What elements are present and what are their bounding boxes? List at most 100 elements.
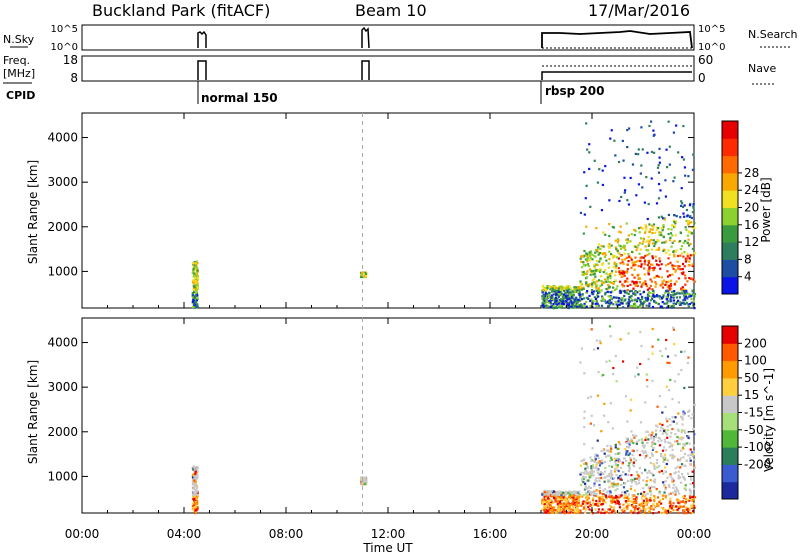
velocity-data-point: [612, 506, 616, 509]
power-data-point: [639, 300, 642, 303]
power-data-point: [670, 306, 673, 309]
velocity-data-point: [665, 338, 668, 342]
power-data-point: [589, 304, 592, 308]
velocity-data-layer: [191, 325, 697, 515]
power-data-point: [593, 254, 596, 257]
velocity-data-point: [630, 485, 633, 488]
power-data-point: [590, 291, 594, 294]
velocity-data-point: [612, 483, 616, 486]
power-data-point: [655, 226, 659, 229]
velocity-data-point: [630, 439, 634, 442]
velocity-data-point: [692, 487, 696, 490]
velocity-data-point: [669, 442, 672, 445]
power-data-point: [553, 307, 556, 310]
power-data-point: [196, 276, 199, 279]
power-colorbar-tick-label: 28: [744, 166, 759, 180]
power-data-point: [663, 302, 666, 305]
velocity-data-point: [687, 454, 690, 457]
velocity-data-point: [592, 459, 596, 462]
velocity-data-point: [592, 470, 596, 473]
velocity-data-point: [635, 496, 638, 499]
velocity-data-point: [544, 498, 547, 501]
velocity-data-point: [610, 505, 613, 509]
velocity-data-point: [618, 474, 622, 478]
velocity-data-point: [582, 477, 585, 481]
velocity-data-point: [658, 422, 661, 426]
velocity-data-point: [671, 455, 674, 459]
power-data-point: [685, 301, 688, 304]
power-data-point: [673, 214, 676, 217]
power-data-point: [610, 129, 613, 132]
power-data-point: [594, 297, 598, 301]
velocity-data-point: [569, 511, 572, 514]
power-data-point: [660, 234, 663, 237]
power-data-point: [667, 249, 670, 252]
velocity-data-point: [194, 466, 198, 469]
power-data-point: [642, 283, 645, 286]
velocity-data-point: [658, 437, 661, 440]
velocity-data-point: [545, 504, 548, 508]
velocity-data-point: [673, 380, 677, 383]
velocity-data-point: [630, 500, 634, 503]
power-data-point: [688, 230, 691, 234]
velocity-data-point: [680, 463, 684, 466]
velocity-data-point: [598, 339, 602, 343]
power-data-point: [567, 294, 570, 297]
velocity-data-point: [191, 502, 194, 505]
velocity-colorbar-segment: [722, 481, 738, 500]
velocity-data-point: [669, 505, 672, 508]
velocity-data-point: [562, 507, 565, 510]
power-data-point: [610, 301, 613, 304]
velocity-data-point: [666, 355, 670, 358]
power-data-point: [595, 285, 598, 288]
power-data-point: [668, 239, 672, 242]
velocity-data-point: [673, 489, 677, 492]
power-data-point: [609, 274, 612, 278]
power-data-point: [649, 228, 652, 231]
power-data-point: [675, 249, 678, 252]
freq-panel-frame: [81, 55, 695, 82]
power-data-point: [656, 239, 659, 242]
power-data-point: [557, 302, 560, 305]
power-data-point: [644, 230, 647, 233]
power-data-point: [608, 250, 611, 253]
velocity-data-point: [615, 483, 618, 486]
power-data-point: [665, 148, 668, 151]
velocity-data-point: [587, 479, 590, 482]
velocity-data-point: [662, 460, 665, 464]
velocity-data-point: [634, 507, 637, 510]
power-data-point: [678, 265, 681, 268]
power-data-point: [685, 219, 688, 223]
velocity-data-point: [679, 481, 683, 484]
power-data-point: [556, 293, 559, 297]
velocity-data-point: [614, 443, 617, 446]
power-data-point: [586, 270, 589, 273]
velocity-data-point: [598, 473, 601, 476]
power-data-point: [654, 255, 657, 258]
velocity-data-point: [591, 498, 595, 502]
power-data-point: [675, 280, 678, 283]
velocity-data-point: [589, 486, 592, 490]
velocity-data-point: [590, 465, 593, 468]
power-data-point: [566, 303, 569, 306]
velocity-data-point: [693, 458, 696, 461]
power-data-point: [624, 189, 627, 192]
velocity-data-point: [624, 494, 627, 497]
power-data-point: [575, 286, 578, 289]
power-data-point: [192, 300, 196, 303]
power-data-point: [644, 259, 647, 262]
velocity-data-point: [577, 499, 580, 503]
velocity-data-point: [563, 498, 566, 501]
velocity-colorbar-segment: [722, 395, 738, 413]
velocity-data-point: [680, 429, 684, 432]
velocity-data-point: [192, 495, 195, 498]
velocity-data-point: [692, 502, 695, 505]
velocity-data-point: [548, 490, 551, 493]
velocity-data-point: [611, 509, 614, 513]
velocity-data-point: [567, 492, 570, 495]
power-data-point: [682, 271, 685, 274]
power-data-point: [660, 231, 663, 234]
velocity-data-point: [631, 453, 634, 457]
power-colorbar-tick-label: 24: [744, 183, 759, 197]
power-data-point: [613, 254, 616, 258]
